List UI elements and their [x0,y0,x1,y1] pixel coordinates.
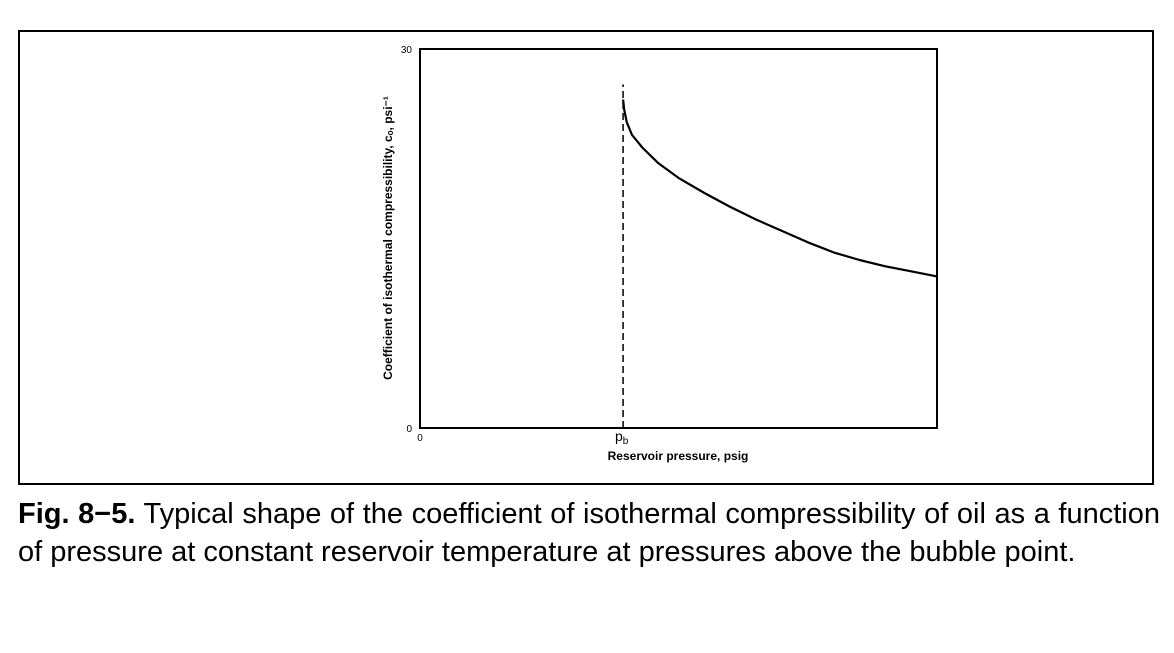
x-axis-label: Reservoir pressure, psig [608,449,749,463]
plot-area [419,48,938,429]
compressibility-curve [622,99,938,278]
figure-caption: Fig. 8−5. Typical shape of the coefficie… [18,495,1160,571]
y-tick-label-bottom: 0 [406,424,412,435]
figure-number: Fig. 8−5. [18,498,136,530]
x-tick-label-origin: 0 [417,433,423,444]
y-axis-label: Coefficient of isothermal compressibilit… [381,96,395,380]
figure-frame [18,30,1154,485]
caption-text: Typical shape of the coefficient of isot… [18,498,1160,568]
y-tick-label-top: 30 [401,45,413,56]
x-tick-label-bubble-point: pb [615,428,629,447]
